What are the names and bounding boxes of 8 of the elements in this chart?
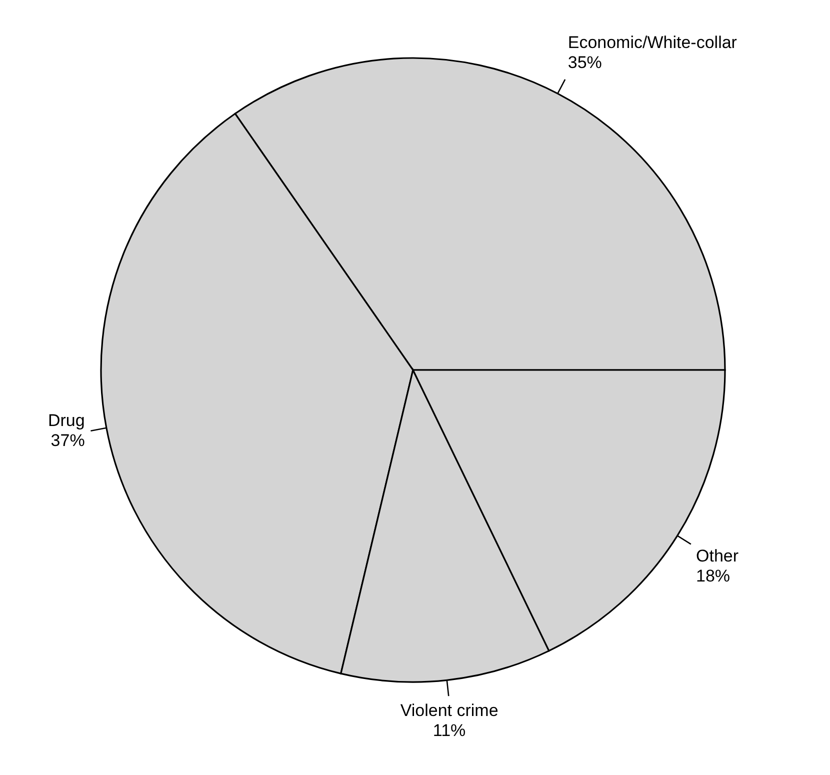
slice-label: Economic/White-collar bbox=[568, 33, 738, 52]
data-label: 37% bbox=[50, 430, 85, 450]
slice-label: Other bbox=[696, 546, 739, 566]
data-label: 11% bbox=[432, 721, 466, 740]
data-label: 18% bbox=[696, 566, 730, 586]
slice-label: Drug bbox=[48, 410, 85, 430]
slice-label: Violent crime bbox=[400, 701, 498, 720]
data-label: 35% bbox=[568, 53, 602, 72]
